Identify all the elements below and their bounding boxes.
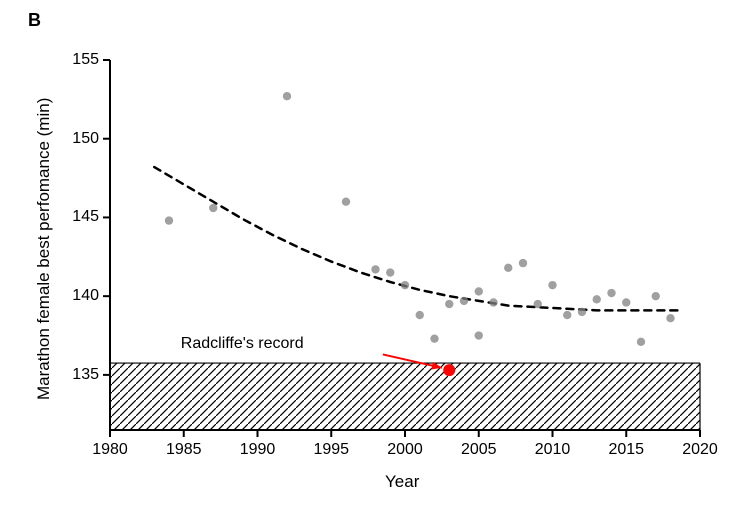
data-point [430, 334, 438, 342]
x-tick-label: 2010 [533, 441, 573, 459]
data-point [534, 300, 542, 308]
data-point [593, 295, 601, 303]
y-tick-label: 145 [72, 208, 99, 226]
data-point [475, 287, 483, 295]
data-point [165, 216, 173, 224]
data-point [475, 331, 483, 339]
data-point [371, 265, 379, 273]
data-point [209, 204, 217, 212]
data-point [504, 264, 512, 272]
data-point [578, 308, 586, 316]
data-point [548, 281, 556, 289]
x-tick-label: 1985 [164, 441, 204, 459]
x-tick-label: 2015 [606, 441, 646, 459]
y-tick-label: 140 [72, 287, 99, 305]
data-point [563, 311, 571, 319]
data-point [607, 289, 615, 297]
x-tick-label: 1995 [311, 441, 351, 459]
trend-curve [154, 167, 678, 310]
x-tick-label: 1980 [90, 441, 130, 459]
data-point [652, 292, 660, 300]
data-point [416, 311, 424, 319]
data-point [622, 298, 630, 306]
data-point [519, 259, 527, 267]
y-tick-label: 155 [72, 51, 99, 69]
record-band [110, 363, 700, 430]
data-point [637, 338, 645, 346]
chart-canvas: B Year Marathon female best perfomance (… [0, 0, 750, 518]
data-point [489, 298, 497, 306]
data-point [386, 268, 394, 276]
data-point [283, 92, 291, 100]
data-point [401, 281, 409, 289]
x-tick-label: 2000 [385, 441, 425, 459]
x-tick-label: 1990 [238, 441, 278, 459]
data-point [460, 297, 468, 305]
highlight-point [443, 364, 455, 376]
x-tick-label: 2020 [680, 441, 720, 459]
data-point [666, 314, 674, 322]
data-point [342, 198, 350, 206]
y-tick-label: 150 [72, 130, 99, 148]
x-tick-label: 2005 [459, 441, 499, 459]
data-point [445, 300, 453, 308]
y-tick-label: 135 [72, 366, 99, 384]
